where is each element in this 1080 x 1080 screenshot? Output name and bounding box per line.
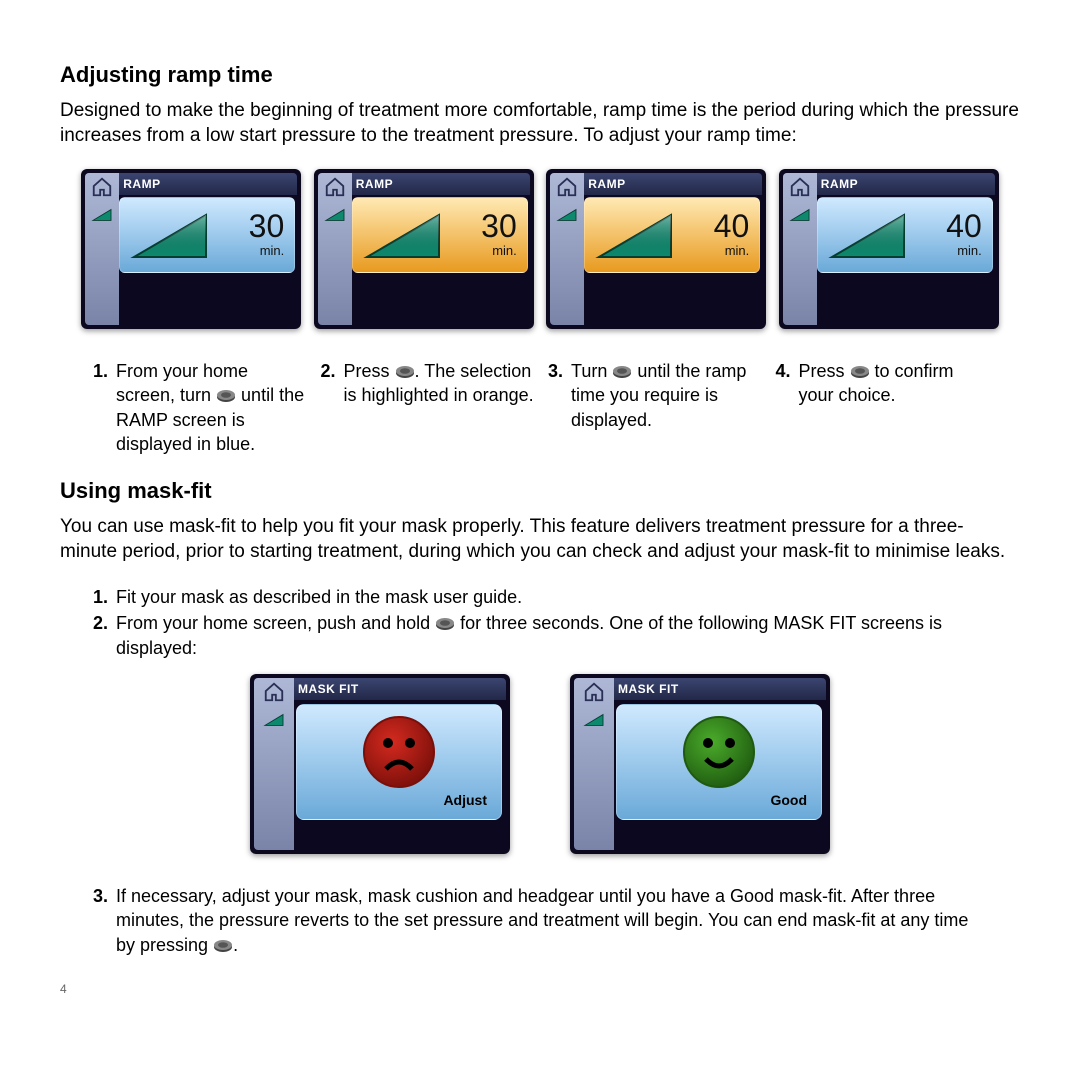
value-block: 40min. [714, 210, 750, 260]
value-block: 40min. [946, 210, 982, 260]
step-body: From your home screen, turn until the RA… [116, 359, 308, 456]
step-3: 3.Turn until the ramp time you require i… [545, 359, 763, 456]
heading-maskfit: Using mask-fit [60, 476, 1020, 506]
dial-icon [435, 613, 455, 629]
mask-step3-pre: If necessary, adjust your mask, mask cus… [116, 886, 968, 955]
mask-step2-num: 2. [90, 611, 108, 660]
intro-ramp: Designed to make the beginning of treatm… [60, 98, 1020, 149]
ramp-icon [261, 708, 287, 732]
content-panel: 40min. [817, 197, 993, 273]
ramp-unit: min. [249, 242, 285, 260]
step-num: 4. [773, 359, 791, 456]
ramp-steps-row: 1.From your home screen, turn until the … [60, 359, 1020, 456]
mask-step3-num: 3. [90, 884, 108, 957]
ramp-value: 30 [249, 210, 285, 242]
step-4: 4.Press to confirm your choice. [773, 359, 991, 456]
ramp-screen-1: RAMP30min. [80, 169, 303, 329]
maskfit-list: 1. Fit your mask as described in the mas… [90, 585, 1020, 660]
content-panel: 30min. [352, 197, 528, 273]
ramp-value: 30 [481, 210, 517, 242]
mask-step3-text: If necessary, adjust your mask, mask cus… [116, 884, 990, 957]
ramp-unit: min. [714, 242, 750, 260]
sidebar [254, 678, 294, 850]
mask-panel: Good [616, 704, 822, 820]
ramp-icon [322, 203, 348, 227]
ramp-triangle-icon [828, 207, 908, 263]
sidebar [783, 173, 817, 325]
sidebar [85, 173, 119, 325]
mask-step1-num: 1. [90, 585, 108, 609]
dial-icon [850, 361, 870, 377]
home-icon [787, 175, 813, 199]
step-num: 2. [318, 359, 336, 456]
step-num: 3. [545, 359, 563, 456]
ramp-screen-2: RAMP30min. [313, 169, 536, 329]
mask-step2-pre: From your home screen, push and hold [116, 613, 435, 633]
mask-label: Good [770, 791, 807, 810]
home-icon [261, 680, 287, 704]
step-pre: Press [344, 361, 395, 381]
step-num: 1. [90, 359, 108, 456]
ramp-icon [787, 203, 813, 227]
device-screen: RAMP30min. [314, 169, 534, 329]
mask-step2-text: From your home screen, push and hold for… [116, 611, 1020, 660]
step-body: Press to confirm your choice. [799, 359, 991, 456]
intro-maskfit: You can use mask-fit to help you fit you… [60, 514, 1020, 565]
value-block: 30min. [481, 210, 517, 260]
ramp-triangle-icon [595, 207, 675, 263]
ramp-unit: min. [481, 242, 517, 260]
ramp-triangle-icon [363, 207, 443, 263]
ramp-icon [554, 203, 580, 227]
content-panel: 40min. [584, 197, 760, 273]
step-pre: Turn [571, 361, 612, 381]
ramp-screen-3: RAMP40min. [545, 169, 768, 329]
sidebar [550, 173, 584, 325]
dial-icon [612, 361, 632, 377]
dial-icon [216, 385, 236, 401]
home-icon [322, 175, 348, 199]
mask-panel: Adjust [296, 704, 502, 820]
mask-screens-row: MASK FITAdjust MASK FITGood [60, 674, 1020, 854]
ramp-value: 40 [946, 210, 982, 242]
home-icon [89, 175, 115, 199]
face-icon [362, 715, 436, 789]
step-1: 1.From your home screen, turn until the … [90, 359, 308, 456]
page-number: 4 [60, 981, 1020, 997]
content-panel: 30min. [119, 197, 295, 273]
step-pre: Press [799, 361, 850, 381]
home-icon [581, 680, 607, 704]
ramp-unit: min. [946, 242, 982, 260]
home-icon [554, 175, 580, 199]
ramp-icon [89, 203, 115, 227]
step-body: Turn until the ramp time you require is … [571, 359, 763, 456]
sidebar [574, 678, 614, 850]
value-block: 30min. [249, 210, 285, 260]
mask-step3-post: . [233, 935, 238, 955]
ramp-icon [581, 708, 607, 732]
mask-screen-2: MASK FITGood [570, 674, 830, 854]
device-screen: RAMP40min. [779, 169, 999, 329]
step-2: 2.Press . The selection is highlighted i… [318, 359, 536, 456]
device-screen: RAMP40min. [546, 169, 766, 329]
sidebar [318, 173, 352, 325]
mask-step3: 3. If necessary, adjust your mask, mask … [60, 884, 1020, 957]
ramp-screen-4: RAMP40min. [778, 169, 1001, 329]
mask-step1-text: Fit your mask as described in the mask u… [116, 585, 522, 609]
mask-label: Adjust [443, 791, 487, 810]
ramp-screens-row: RAMP30min.RAMP30min.RAMP40min.RAMP40min. [60, 169, 1020, 329]
ramp-triangle-icon [130, 207, 210, 263]
device-screen: RAMP30min. [81, 169, 301, 329]
step-body: Press . The selection is highlighted in … [344, 359, 536, 456]
dial-icon [213, 935, 233, 951]
face-icon [682, 715, 756, 789]
dial-icon [395, 361, 415, 377]
mask-screen-1: MASK FITAdjust [250, 674, 510, 854]
heading-ramp: Adjusting ramp time [60, 60, 1020, 90]
ramp-value: 40 [714, 210, 750, 242]
